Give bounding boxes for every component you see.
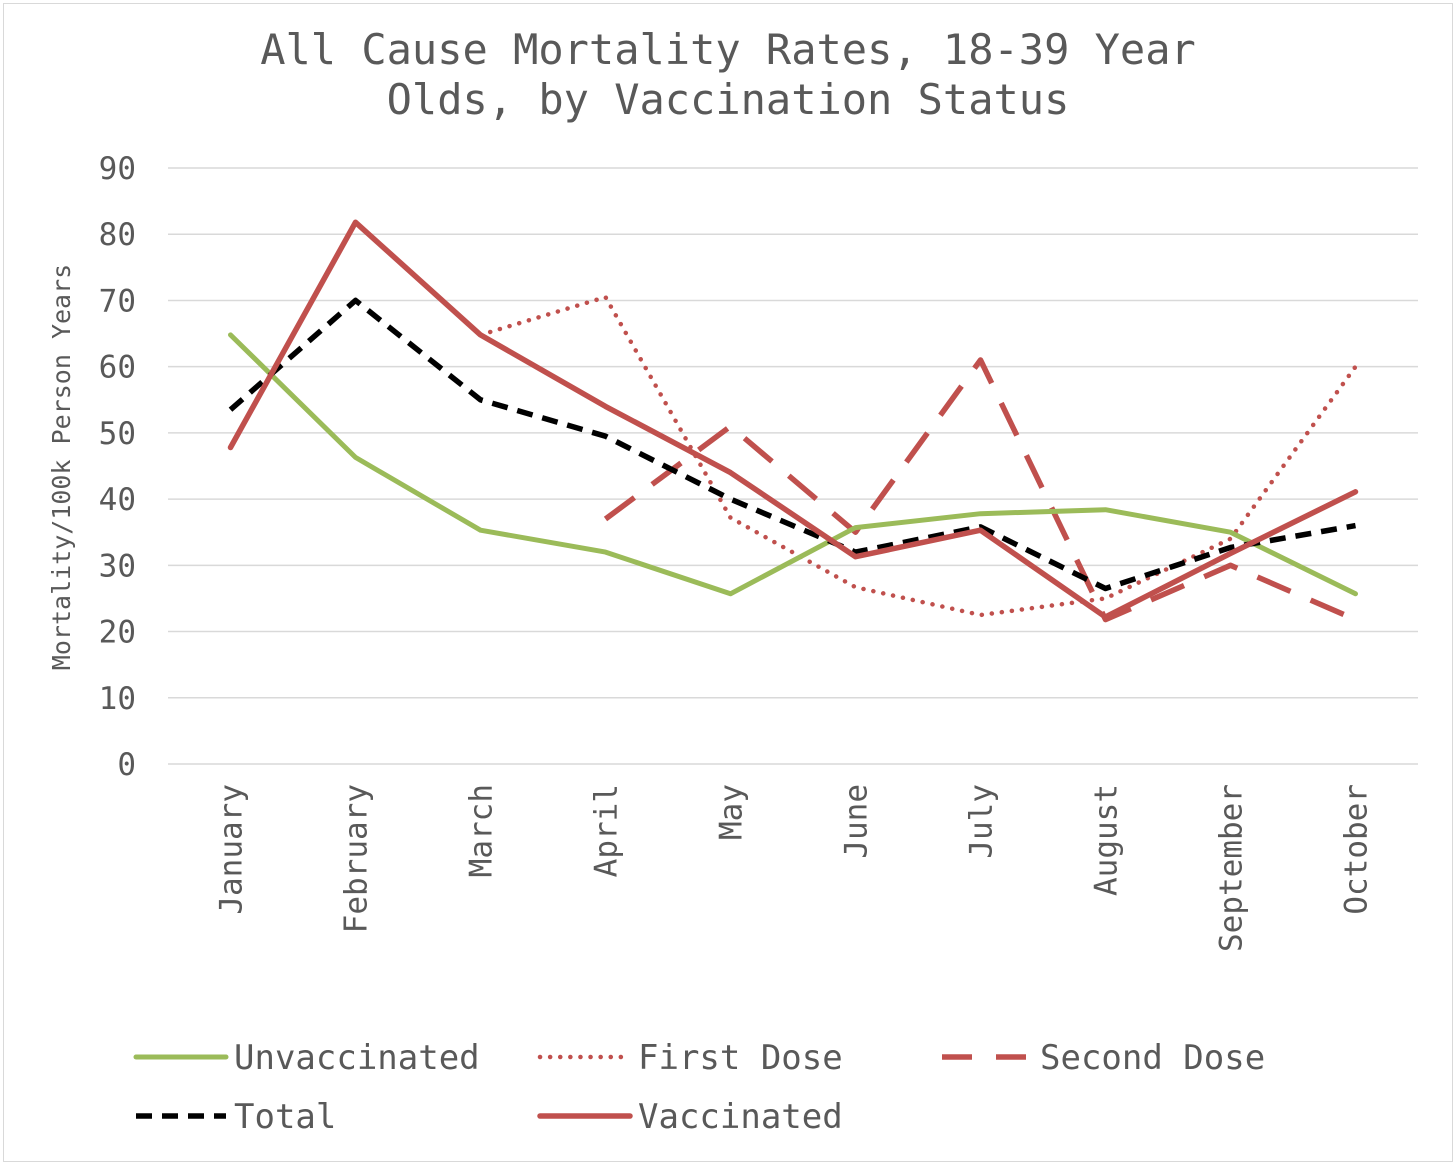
y-tick-label: 70 (99, 283, 136, 319)
y-tick-label: 60 (99, 350, 136, 386)
x-tick-label: April (589, 784, 625, 877)
legend-label-first-dose: First Dose (638, 1038, 843, 1078)
chart-title: All Cause Mortality Rates, 18-39 Year Ol… (260, 25, 1196, 124)
y-axis-ticks: 0 10 20 30 40 50 60 70 80 90 (99, 151, 136, 783)
x-tick-label: June (839, 784, 875, 859)
chart-title-line-1: All Cause Mortality Rates, 18-39 Year (260, 25, 1196, 74)
chart-title-line-2: Olds, by Vaccination Status (387, 75, 1070, 124)
series-line-vaccinated (227, 219, 1359, 620)
y-tick-label: 80 (99, 217, 136, 253)
legend-label-total: Total (234, 1097, 336, 1137)
y-tick-label: 90 (99, 151, 136, 187)
y-tick-label: 50 (99, 416, 136, 452)
x-tick-label: July (964, 784, 1000, 859)
y-tick-label: 20 (99, 615, 136, 651)
x-tick-label: August (1089, 784, 1125, 896)
y-tick-label: 30 (99, 548, 136, 584)
series-line-first-dose (478, 294, 1358, 618)
legend-label-vaccinated: Vaccinated (638, 1097, 843, 1137)
series-line-total (228, 297, 1356, 592)
legend-label-second-dose: Second Dose (1040, 1038, 1265, 1078)
x-tick-label: January (214, 784, 250, 915)
x-tick-label: September (1214, 784, 1250, 952)
x-tick-label: February (339, 784, 375, 933)
x-tick-label: May (714, 784, 750, 840)
series-lines (227, 219, 1359, 623)
chart-frame (3, 3, 1453, 1162)
y-tick-label: 10 (99, 681, 136, 717)
x-tick-label: March (464, 784, 500, 877)
x-tick-label: October (1339, 784, 1375, 915)
gridlines (168, 167, 1418, 765)
series-line-unvaccinated (228, 332, 1358, 597)
legend: Unvaccinated First Dose Second Dose Total Va… (133, 1038, 1265, 1137)
y-axis-label: Mortality/100k Person Years (47, 264, 76, 670)
legend-label-unvaccinated: Unvaccinated (234, 1038, 480, 1078)
y-tick-label: 40 (99, 482, 136, 518)
y-tick-label: 0 (117, 747, 136, 783)
series-line-second-dose (603, 357, 1357, 623)
x-axis-ticks: January February March April May June July Augu… (214, 784, 1375, 952)
